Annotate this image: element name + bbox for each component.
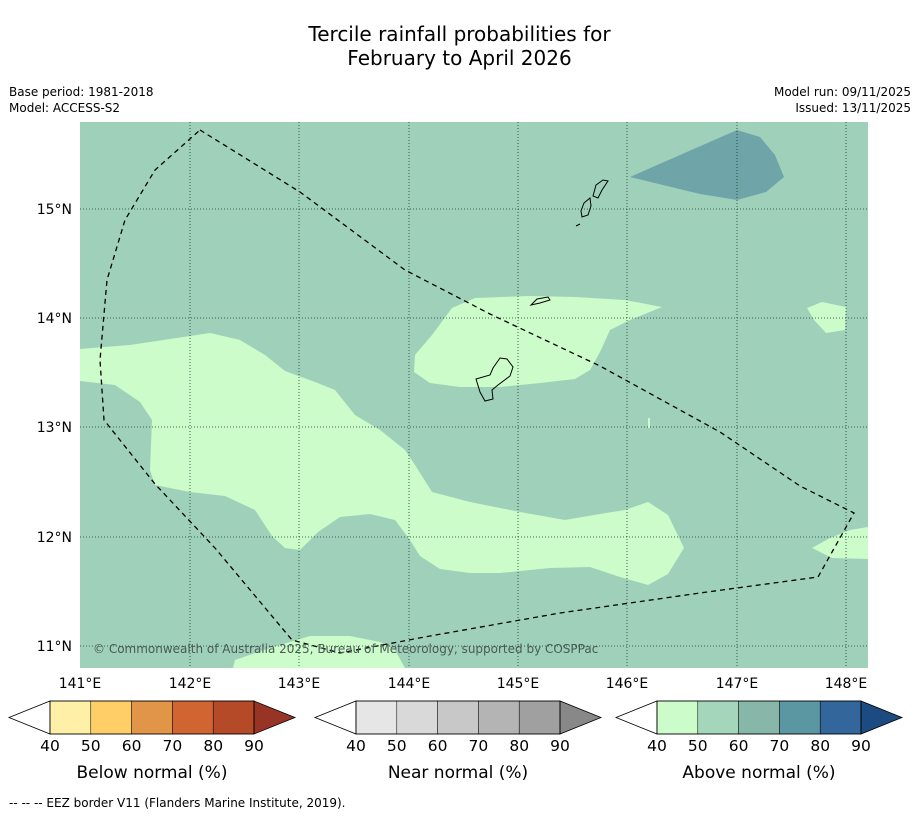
colorbar-segment bbox=[49, 700, 92, 735]
colorbar-title: Above normal (%) bbox=[682, 763, 835, 783]
colorbar-tick-label: 40 bbox=[647, 737, 667, 755]
colorbar-high-extension bbox=[860, 700, 904, 735]
colorbar-low-extension bbox=[614, 700, 658, 735]
above-normal-40-patch-east bbox=[807, 302, 846, 333]
colorbar-tick-label: 40 bbox=[40, 737, 60, 755]
title-line-1: Tercile rainfall probabilities for bbox=[308, 22, 611, 46]
colorbar-tick-label: 90 bbox=[550, 737, 570, 755]
colorbar-tick-label: 60 bbox=[729, 737, 749, 755]
tinian-island bbox=[580, 197, 592, 218]
latitude-tick-label: 11°N bbox=[37, 639, 72, 655]
colorbar-1: 40 50 60 70 80 90 Below normal (%) bbox=[7, 700, 297, 783]
colorbar-tick-label: 90 bbox=[851, 737, 871, 755]
map-title: Tercile rainfall probabilities for Febru… bbox=[0, 22, 919, 70]
colorbar-segment bbox=[396, 700, 438, 735]
colorbar-segment bbox=[437, 700, 479, 735]
model-run: Model run: 09/11/2025 bbox=[773, 85, 911, 99]
colorbar-segment bbox=[779, 700, 821, 735]
base-period: Base period: 1981-2018 bbox=[9, 85, 154, 99]
colorbar-high-extension bbox=[253, 700, 297, 735]
colorbar-high-extension bbox=[559, 700, 603, 735]
rota-island bbox=[529, 296, 551, 306]
meta-left: Base period: 1981-2018 Model: ACCESS-S2 bbox=[9, 84, 154, 116]
latitude-tick-label: 12°N bbox=[37, 530, 72, 546]
meta-right: Model run: 09/11/2025 Issued: 13/11/2025 bbox=[774, 84, 911, 116]
colorbar-segment bbox=[478, 700, 520, 735]
longitude-tick-labels: 141°E 142°E 143°E 144°E 145°E 146°E 147°E 148°E bbox=[59, 676, 868, 692]
aguijan-island bbox=[575, 223, 581, 227]
eez-border bbox=[99, 129, 855, 654]
colorbar-tick-label: 80 bbox=[810, 737, 830, 755]
colorbar-segment bbox=[355, 700, 398, 735]
colorbar-outline bbox=[656, 700, 862, 735]
latitude-tick-label: 13°N bbox=[37, 420, 72, 436]
title-line-2: February to April 2026 bbox=[347, 46, 572, 70]
longitude-tick-label: 144°E bbox=[388, 676, 431, 692]
colorbar-segment bbox=[172, 700, 214, 735]
colorbar-title: Below normal (%) bbox=[77, 763, 228, 783]
longitude-tick-label: 147°E bbox=[716, 676, 759, 692]
above-normal-40-patch-edge bbox=[812, 527, 868, 559]
islands bbox=[475, 179, 609, 402]
colorbar-tick-label: 70 bbox=[469, 737, 489, 755]
colorbar-tick-label: 90 bbox=[244, 737, 264, 755]
longitude-tick-label: 142°E bbox=[169, 676, 212, 692]
colorbar-tick-label: 40 bbox=[346, 737, 366, 755]
colorbar-segment bbox=[819, 700, 862, 735]
model-name: Model: ACCESS-S2 bbox=[9, 101, 121, 115]
latitude-tick-label: 15°N bbox=[37, 202, 72, 218]
colorbar-segment bbox=[90, 700, 132, 735]
colorbar-tick-label: 50 bbox=[387, 737, 407, 755]
above-normal-speck bbox=[648, 418, 650, 428]
colorbar-segment bbox=[656, 700, 699, 735]
colorbar-tick-label: 70 bbox=[770, 737, 790, 755]
legend: 40 50 60 70 80 90 Below normal (%) 40 50 60 70 80 90… bbox=[7, 700, 904, 783]
above-normal-40-patch-guam bbox=[414, 296, 662, 387]
colorbar-low-extension bbox=[313, 700, 357, 735]
copyright-text: © Commonwealth of Australia 2025, Bureau… bbox=[93, 642, 598, 656]
colorbar-title: Near normal (%) bbox=[388, 763, 528, 783]
colorbar-3: 40 50 60 70 80 90 Above normal (%) bbox=[614, 700, 904, 783]
map-figure: © Commonwealth of Australia 2025, Bureau… bbox=[7, 122, 904, 783]
colorbar-tick-label: 50 bbox=[81, 737, 101, 755]
graticule bbox=[80, 122, 868, 668]
colorbar-segment bbox=[697, 700, 739, 735]
colorbar-2: 40 50 60 70 80 90 Near normal (%) bbox=[313, 700, 603, 783]
colorbar-outline bbox=[355, 700, 561, 735]
longitude-tick-label: 141°E bbox=[59, 676, 102, 692]
longitude-tick-label: 148°E bbox=[825, 676, 868, 692]
saipan-island bbox=[592, 179, 609, 199]
colorbar-tick-label: 80 bbox=[203, 737, 223, 755]
latitude-tick-label: 14°N bbox=[37, 311, 72, 327]
above-normal-40-band-west bbox=[80, 333, 684, 585]
colorbar-tick-label: 70 bbox=[163, 737, 183, 755]
colorbar-tick-label: 60 bbox=[428, 737, 448, 755]
colorbar-tick-label: 60 bbox=[122, 737, 142, 755]
colorbar-segment bbox=[212, 700, 255, 735]
above-normal-40-patch-south bbox=[233, 636, 405, 668]
issued-date: Issued: 13/11/2025 bbox=[795, 101, 911, 115]
longitude-tick-label: 145°E bbox=[497, 676, 540, 692]
colorbar-tick-label: 80 bbox=[509, 737, 529, 755]
colorbar-low-extension bbox=[7, 700, 51, 735]
longitude-tick-label: 146°E bbox=[606, 676, 649, 692]
longitude-tick-label: 143°E bbox=[278, 676, 321, 692]
colorbar-segment bbox=[131, 700, 173, 735]
above-normal-70-region bbox=[630, 130, 784, 200]
colorbar-segment bbox=[738, 700, 780, 735]
eez-footnote: -- -- -- EEZ border V11 (Flanders Marine… bbox=[9, 796, 346, 810]
latitude-tick-labels: 15°N 14°N 13°N 12°N 11°N bbox=[37, 202, 72, 655]
colorbar-tick-label: 50 bbox=[688, 737, 708, 755]
colorbar-segment bbox=[518, 700, 561, 735]
colorbar-outline bbox=[49, 700, 255, 735]
guam-island bbox=[475, 357, 514, 402]
